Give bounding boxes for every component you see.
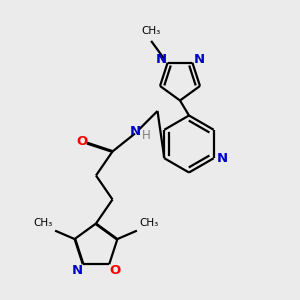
Text: CH₃: CH₃ (139, 218, 158, 228)
Text: O: O (109, 264, 120, 277)
Text: H: H (142, 128, 151, 142)
Text: N: N (130, 124, 141, 138)
Text: CH₃: CH₃ (34, 218, 53, 228)
Text: N: N (155, 53, 167, 66)
Text: N: N (194, 53, 205, 66)
Text: CH₃: CH₃ (142, 26, 161, 35)
Text: N: N (72, 264, 83, 277)
Text: O: O (76, 135, 87, 148)
Text: N: N (217, 152, 228, 165)
